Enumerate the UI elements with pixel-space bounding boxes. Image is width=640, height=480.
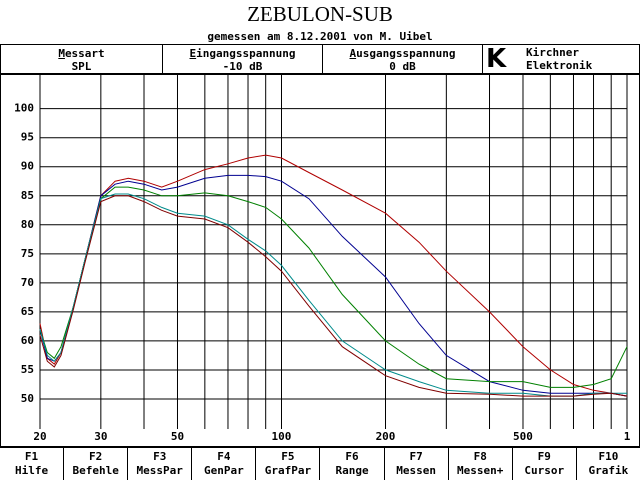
function-key-key: F2: [89, 450, 103, 463]
function-key-label: Befehle: [72, 464, 119, 477]
function-key-label: Range: [335, 464, 369, 477]
x-tick-label: 30: [94, 430, 107, 443]
function-key[interactable]: F6 Range: [320, 448, 385, 480]
logo: K: [486, 44, 507, 74]
function-key[interactable]: F8 Messen+: [449, 448, 513, 480]
field-value: SPL: [71, 60, 92, 73]
function-key[interactable]: F9 Cursor: [513, 448, 577, 480]
x-tick-label: 100: [272, 430, 292, 443]
function-key-key: F6: [345, 450, 359, 463]
function-key-label: Grafik: [588, 464, 629, 477]
field: Eingangsspannung -10 dB: [162, 44, 323, 74]
y-tick-label: 60: [21, 334, 34, 347]
function-key-key: F10: [598, 450, 619, 463]
function-key[interactable]: F1 Hilfe: [0, 448, 65, 480]
curve: [39, 195, 628, 397]
function-key-label: MessPar: [136, 464, 183, 477]
y-tick-label: 100: [14, 102, 34, 115]
y-tick-label: 70: [21, 276, 34, 289]
y-tick-label: 85: [21, 189, 34, 202]
x-tick-label: 1: [624, 430, 631, 443]
function-key[interactable]: F3 MessPar: [128, 448, 193, 480]
field-value: -10 dB: [222, 60, 263, 73]
y-tick-label: 75: [21, 247, 34, 260]
company-line: Elektronik: [526, 59, 593, 72]
x-tick-label: 20: [33, 430, 46, 443]
function-key[interactable]: F2 Befehle: [64, 448, 129, 480]
x-tick-label: 200: [376, 430, 396, 443]
chart: 50 55 60 65 70 75 80 85 90 95 100 20 30 50 100 200 500 1: [0, 74, 640, 447]
y-tick-label: 90: [21, 160, 34, 173]
subtitle: gemessen am 8.12.2001 von M. Uibel: [207, 30, 433, 43]
y-tick-label: 80: [21, 218, 34, 231]
function-key-label: Cursor: [524, 464, 565, 477]
company: Kirchner Elektronik: [526, 46, 592, 72]
function-key-key: F9: [537, 450, 551, 463]
function-key-label: Messen: [396, 464, 436, 477]
function-key-key: F7: [409, 450, 423, 463]
function-key-key: F1: [24, 450, 39, 463]
function-key-key: F3: [153, 450, 167, 463]
chart-frame: [0, 74, 640, 447]
field-label: Ausgangsspannung: [349, 47, 456, 60]
function-key-label: GenPar: [203, 464, 244, 477]
function-key-label: Messen+: [457, 464, 504, 477]
y-tick-label: 50: [21, 392, 34, 405]
x-tick-label: 50: [171, 430, 184, 443]
function-key[interactable]: F4 GenPar: [192, 448, 257, 480]
function-key-key: F4: [217, 450, 231, 463]
field-value: 0 dB: [389, 60, 416, 73]
field-label: Eingangsspannung: [189, 47, 296, 60]
field: Ausgangsspannung 0 dB: [322, 44, 483, 74]
field: Messart SPL: [0, 44, 163, 74]
field-label: Messart: [58, 47, 105, 60]
y-tick-label: 65: [21, 305, 34, 318]
curve: [39, 193, 627, 397]
function-key[interactable]: F5 GrafPar: [256, 448, 321, 480]
y-tick-label: 95: [21, 131, 34, 144]
function-key-bar: F1 Hilfe F2 Befehle F3 MessPar F4 GenPar F5 GrafP…: [0, 447, 640, 480]
function-key[interactable]: F7 Messen: [385, 448, 449, 480]
title: ZEBULON-SUB: [247, 2, 393, 26]
function-key-label: Hilfe: [14, 464, 49, 477]
function-key-key: F5: [281, 450, 295, 463]
function-key-label: GrafPar: [264, 464, 312, 477]
function-key[interactable]: F10 Grafik: [577, 448, 640, 480]
function-key-key: F8: [473, 450, 487, 463]
x-tick-label: 500: [513, 430, 533, 443]
y-tick-label: 55: [21, 363, 34, 376]
company-line: Kirchner: [526, 46, 579, 59]
